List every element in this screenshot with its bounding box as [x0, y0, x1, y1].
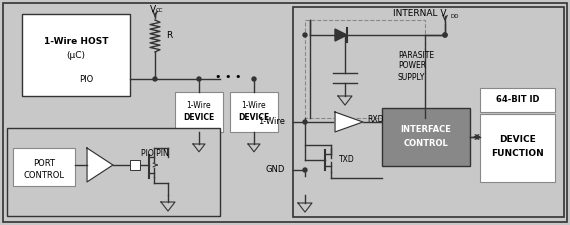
Bar [480, 88, 555, 112]
Text: SUPPLY: SUPPLY [398, 72, 425, 81]
Text: 1-Wire: 1-Wire [258, 117, 285, 126]
Text: FUNCTION: FUNCTION [491, 149, 544, 158]
Text: 1-Wire HOST: 1-Wire HOST [44, 38, 108, 47]
Text: TXD: TXD [339, 155, 355, 164]
Bar [13, 148, 75, 186]
Text: INTERNAL V: INTERNAL V [393, 9, 447, 18]
Polygon shape [335, 29, 347, 41]
Text: PIO PIN: PIO PIN [141, 148, 169, 157]
Text: POWER: POWER [398, 61, 426, 70]
Bar [130, 160, 140, 170]
Circle shape [443, 33, 447, 37]
Text: DEVICE: DEVICE [499, 135, 536, 144]
Text: DD: DD [451, 14, 459, 18]
Bar [175, 92, 223, 132]
Text: PARASITE: PARASITE [398, 50, 434, 59]
Text: DEVICE: DEVICE [238, 112, 270, 122]
Polygon shape [335, 112, 363, 132]
Text: 1-Wire: 1-Wire [187, 101, 211, 110]
Text: R: R [166, 32, 172, 40]
Polygon shape [87, 148, 113, 182]
Circle shape [303, 120, 307, 124]
Text: CC: CC [155, 9, 163, 13]
Bar [382, 108, 470, 166]
Circle shape [303, 168, 307, 172]
Circle shape [153, 77, 157, 81]
Text: RXD: RXD [367, 115, 384, 124]
Text: DEVICE: DEVICE [184, 112, 215, 122]
Text: V: V [150, 4, 156, 13]
Text: GND: GND [266, 166, 285, 175]
Text: 64-BIT ID: 64-BIT ID [496, 95, 539, 104]
Text: • • •: • • • [215, 72, 241, 82]
Bar [480, 114, 555, 182]
Circle shape [197, 77, 201, 81]
Bar [305, 20, 425, 118]
Text: CONTROL: CONTROL [404, 139, 449, 148]
Circle shape [303, 33, 307, 37]
Bar [293, 7, 564, 217]
Text: PORT: PORT [33, 158, 55, 167]
Bar [22, 14, 130, 96]
Text: CONTROL: CONTROL [23, 171, 64, 180]
Text: (µC): (µC) [67, 52, 85, 61]
Circle shape [252, 77, 256, 81]
Text: PIO: PIO [79, 74, 93, 83]
Text: INTERFACE: INTERFACE [401, 126, 451, 135]
Bar [7, 128, 220, 216]
Circle shape [443, 33, 447, 37]
Text: 1-Wire: 1-Wire [242, 101, 266, 110]
Bar [230, 92, 278, 132]
